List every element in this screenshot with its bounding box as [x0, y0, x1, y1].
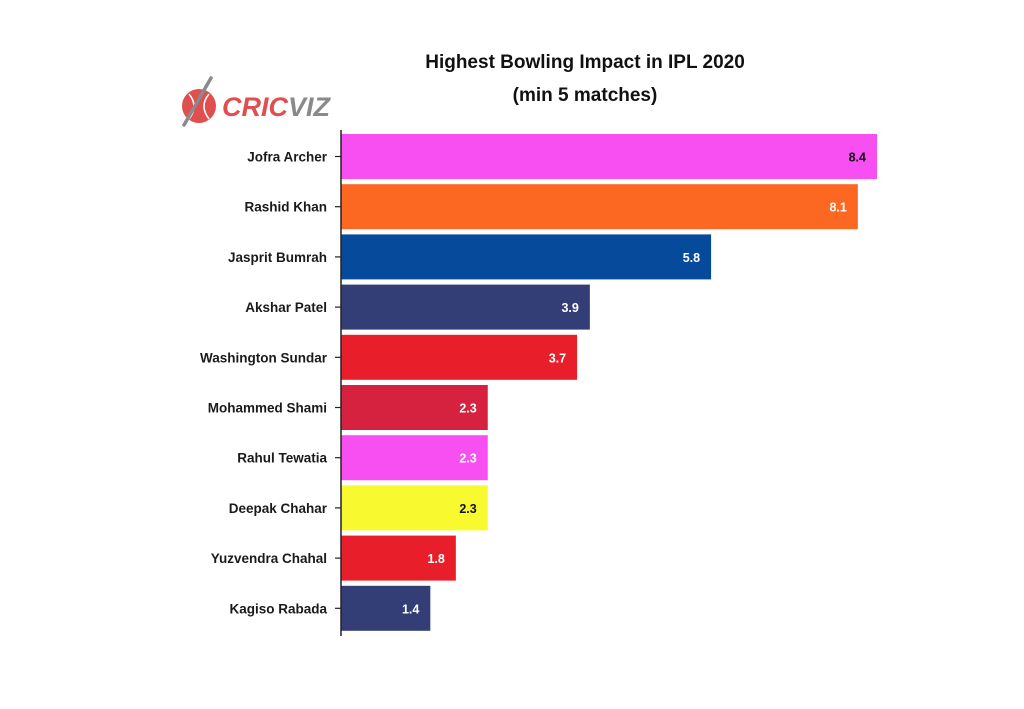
bars-group	[341, 134, 877, 631]
value-label: 3.9	[561, 301, 578, 315]
bar	[341, 385, 488, 430]
bar	[341, 234, 712, 280]
cricket-ball-icon	[182, 76, 216, 127]
bar	[341, 485, 488, 531]
chart-subtitle: (min 5 matches)	[513, 85, 658, 106]
value-label: 1.4	[402, 602, 419, 616]
value-label: 2.3	[459, 502, 476, 516]
value-label: 8.1	[829, 201, 846, 215]
logo-wordmark: CRICVIZ	[222, 92, 332, 122]
bar	[341, 585, 431, 631]
category-label: Yuzvendra Chahal	[211, 551, 327, 566]
bar	[341, 435, 488, 481]
cricviz-logo: CRICVIZ	[182, 76, 332, 127]
value-label: 5.8	[683, 251, 700, 265]
y-ticks-group	[335, 155, 341, 609]
category-label: Rahul Tewatia	[237, 451, 327, 466]
bar	[341, 334, 578, 380]
category-label: Mohammed Shami	[208, 401, 327, 416]
category-label: Jofra Archer	[247, 150, 328, 165]
category-label: Akshar Patel	[245, 300, 327, 315]
bar	[341, 184, 858, 230]
value-labels-group: 8.4 8.1 5.8 3.9 3.7 2.3 2.3 2.3 1.8 1.4	[402, 151, 866, 617]
category-label: Deepak Chahar	[229, 501, 328, 516]
value-label: 3.7	[549, 351, 566, 365]
category-label: Washington Sundar	[200, 350, 328, 365]
bar	[341, 134, 877, 179]
category-label: Rashid Khan	[244, 200, 327, 215]
category-label: Kagiso Rabada	[229, 601, 327, 616]
bar	[341, 284, 590, 330]
value-label: 1.8	[427, 552, 444, 566]
value-label: 8.4	[849, 151, 866, 165]
category-labels-group: Jofra Archer Rashid Khan Jasprit Bumrah Aks…	[200, 150, 328, 617]
bar	[341, 535, 456, 581]
chart-title: Highest Bowling Impact in IPL 2020	[425, 52, 745, 73]
value-label: 2.3	[459, 452, 476, 466]
value-label: 2.3	[459, 402, 476, 416]
category-label: Jasprit Bumrah	[228, 250, 327, 265]
